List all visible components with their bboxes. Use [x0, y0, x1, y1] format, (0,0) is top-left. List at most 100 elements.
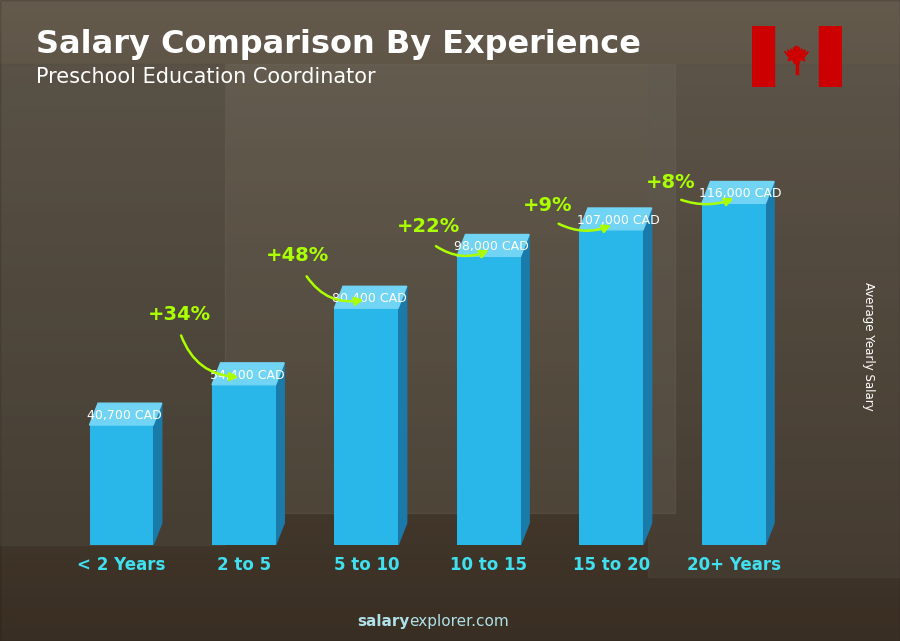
Polygon shape: [398, 287, 407, 545]
Bar: [0, 524, 900, 534]
Bar: [0, 160, 900, 171]
Bar: [0, 107, 900, 117]
Text: 80,400 CAD: 80,400 CAD: [332, 292, 407, 305]
Bar: [0, 406, 900, 417]
Bar: [0, 75, 900, 85]
Bar: [0, 342, 900, 353]
Bar: [0, 502, 900, 513]
Bar: [0, 363, 900, 374]
Bar: [0, 96, 900, 107]
Polygon shape: [89, 403, 162, 425]
Bar: [0, 598, 900, 609]
Bar: [0, 32, 900, 43]
Text: 116,000 CAD: 116,000 CAD: [699, 187, 782, 200]
Bar: [0, 320, 900, 331]
Bar: [0, 513, 900, 524]
Bar: [0, 256, 900, 267]
Text: 107,000 CAD: 107,000 CAD: [577, 213, 660, 227]
Bar: [0, 246, 900, 256]
Bar: [702, 203, 766, 545]
Polygon shape: [819, 26, 842, 87]
Bar: [0, 139, 900, 149]
Text: salary: salary: [357, 615, 410, 629]
Bar: [0, 566, 900, 577]
Polygon shape: [335, 287, 407, 308]
Bar: [0, 288, 900, 299]
Bar: [0, 213, 900, 224]
Bar: [0, 385, 900, 395]
Text: +48%: +48%: [266, 246, 329, 265]
Bar: [648, 64, 900, 577]
Text: +8%: +8%: [645, 172, 695, 192]
Bar: [0, 85, 900, 96]
Bar: [0, 449, 900, 460]
Bar: [0, 577, 900, 588]
Bar: [0, 545, 900, 556]
Bar: [0, 331, 900, 342]
Bar: [225, 64, 675, 513]
Bar: [0, 278, 900, 288]
Bar: [0, 299, 900, 310]
Bar: [0, 534, 900, 545]
Text: Preschool Education Coordinator: Preschool Education Coordinator: [36, 67, 375, 87]
Polygon shape: [785, 46, 808, 64]
Bar: [0, 117, 900, 128]
Bar: [580, 230, 644, 545]
Bar: [0, 203, 900, 213]
Bar: [0, 492, 900, 502]
Bar: [0, 0, 900, 11]
Bar: [0, 353, 900, 363]
Bar: [0, 556, 900, 566]
Polygon shape: [520, 235, 529, 545]
Bar: [212, 385, 275, 545]
Text: explorer.com: explorer.com: [410, 615, 509, 629]
Bar: [0, 609, 900, 620]
Text: 40,700 CAD: 40,700 CAD: [87, 409, 162, 422]
Bar: [0, 417, 900, 428]
Bar: [0, 64, 900, 75]
Bar: [0, 43, 900, 53]
Text: +9%: +9%: [523, 196, 572, 215]
Bar: [0, 128, 900, 139]
Text: Average Yearly Salary: Average Yearly Salary: [862, 282, 875, 410]
Bar: [0, 53, 900, 64]
Bar: [0, 171, 900, 181]
Polygon shape: [644, 208, 652, 545]
Text: +34%: +34%: [148, 305, 211, 324]
Bar: [0, 181, 900, 192]
Bar: [0, 11, 900, 21]
Bar: [0, 149, 900, 160]
Bar: [335, 308, 398, 545]
Text: +22%: +22%: [397, 217, 460, 236]
Bar: [0, 620, 900, 630]
Bar: [0, 588, 900, 598]
Polygon shape: [702, 181, 774, 203]
Bar: [0, 395, 900, 406]
Bar: [457, 256, 520, 545]
Bar: [0, 630, 900, 641]
Text: 98,000 CAD: 98,000 CAD: [454, 240, 529, 253]
Bar: [89, 425, 153, 545]
Bar: [0, 310, 900, 320]
Polygon shape: [275, 363, 284, 545]
Bar: [0, 438, 900, 449]
Bar: [0, 428, 900, 438]
Text: Salary Comparison By Experience: Salary Comparison By Experience: [36, 29, 641, 60]
Polygon shape: [580, 208, 652, 230]
Bar: [0, 267, 900, 278]
Bar: [0, 470, 900, 481]
Polygon shape: [212, 363, 284, 385]
Polygon shape: [153, 403, 162, 545]
Bar: [0, 460, 900, 470]
Polygon shape: [766, 181, 774, 545]
Bar: [0, 374, 900, 385]
Polygon shape: [752, 26, 774, 87]
Bar: [0, 224, 900, 235]
Bar: [0, 64, 225, 545]
Bar: [0, 235, 900, 246]
Bar: [0, 21, 900, 32]
Polygon shape: [457, 235, 529, 256]
Bar: [0, 192, 900, 203]
Bar: [0, 481, 900, 492]
Text: 54,400 CAD: 54,400 CAD: [210, 369, 284, 381]
